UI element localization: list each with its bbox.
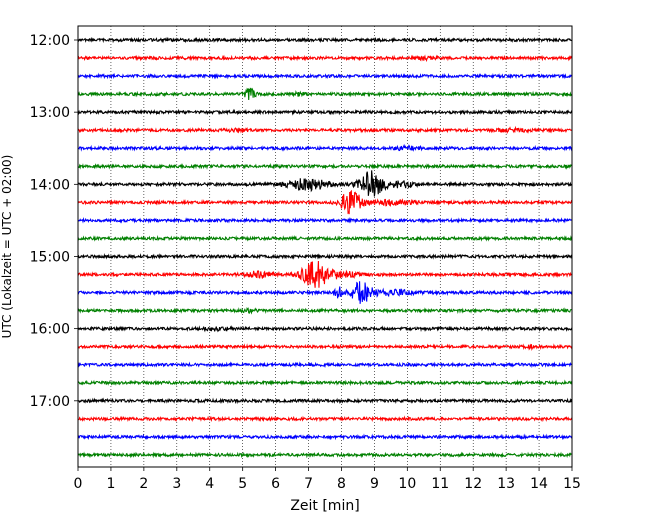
trace-1500 bbox=[77, 252, 573, 261]
x-axis-ticks: 0 1 2 3 4 5 6 7 8 9 10 11 12 13 14 15 bbox=[74, 467, 581, 492]
trace-1715 bbox=[77, 415, 573, 423]
x-tick-label: 12 bbox=[464, 476, 482, 492]
trace-1700 bbox=[77, 397, 573, 405]
x-tick-label: 9 bbox=[370, 476, 379, 492]
trace-1600 bbox=[77, 325, 573, 333]
x-tick-label: 7 bbox=[304, 476, 313, 492]
y-tick-label: 16:00 bbox=[30, 322, 70, 338]
trace-1400 bbox=[77, 170, 573, 197]
x-tick-label: 2 bbox=[139, 476, 148, 492]
trace-1330 bbox=[77, 143, 573, 152]
trace-1200 bbox=[77, 36, 573, 44]
x-tick-label: 4 bbox=[205, 476, 214, 492]
plot-frame bbox=[77, 25, 573, 468]
x-tick-label: 0 bbox=[74, 476, 83, 492]
x-tick-label: 11 bbox=[431, 476, 449, 492]
x-tick-label: 5 bbox=[238, 476, 247, 492]
x-axis-label: Zeit [min] bbox=[290, 498, 359, 514]
trace-1315 bbox=[77, 125, 573, 135]
x-tick-label: 6 bbox=[271, 476, 280, 492]
y-axis-ticks: 12:00 13:00 14:00 15:00 16:00 17:00 bbox=[30, 33, 78, 410]
trace-1745 bbox=[77, 451, 573, 459]
x-tick-label: 15 bbox=[563, 476, 581, 492]
trace-1645 bbox=[77, 379, 573, 387]
y-tick-label: 17:00 bbox=[30, 394, 70, 410]
trace-1630 bbox=[77, 361, 573, 369]
trace-1515 bbox=[77, 260, 573, 288]
trace-1245 bbox=[77, 87, 573, 100]
trace-1530 bbox=[77, 281, 573, 304]
x-tick-label: 3 bbox=[172, 476, 181, 492]
trace-1300 bbox=[77, 108, 573, 116]
x-tick-label: 10 bbox=[398, 476, 416, 492]
y-tick-label: 14:00 bbox=[30, 177, 70, 193]
x-tick-label: 8 bbox=[337, 476, 346, 492]
y-axis-label: UTC (Lokalzeit = UTC + 02:00) bbox=[0, 155, 14, 339]
x-tick-label: 14 bbox=[530, 476, 548, 492]
x-tick-label: 13 bbox=[497, 476, 515, 492]
trace-1445 bbox=[77, 234, 573, 242]
y-tick-label: 15:00 bbox=[30, 249, 70, 265]
trace-1730 bbox=[77, 433, 573, 441]
x-tick-label: 1 bbox=[106, 476, 115, 492]
trace-1415 bbox=[77, 189, 573, 215]
trace-1230 bbox=[77, 72, 573, 80]
trace-1430 bbox=[77, 217, 573, 224]
y-tick-label: 12:00 bbox=[30, 33, 70, 49]
trace-1215 bbox=[77, 54, 573, 63]
y-tick-label: 13:00 bbox=[30, 105, 70, 121]
seismic-traces bbox=[77, 36, 573, 459]
trace-1545 bbox=[77, 306, 573, 315]
trace-1345 bbox=[77, 162, 573, 170]
trace-1615 bbox=[77, 343, 573, 352]
